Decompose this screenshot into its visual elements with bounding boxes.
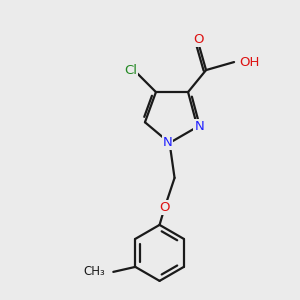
Text: CH₃: CH₃ bbox=[84, 266, 105, 278]
Text: Cl: Cl bbox=[124, 64, 137, 76]
Text: N: N bbox=[194, 120, 204, 133]
Text: O: O bbox=[193, 33, 203, 46]
Text: OH: OH bbox=[239, 56, 260, 69]
Text: N: N bbox=[163, 136, 172, 149]
Text: O: O bbox=[159, 201, 170, 214]
